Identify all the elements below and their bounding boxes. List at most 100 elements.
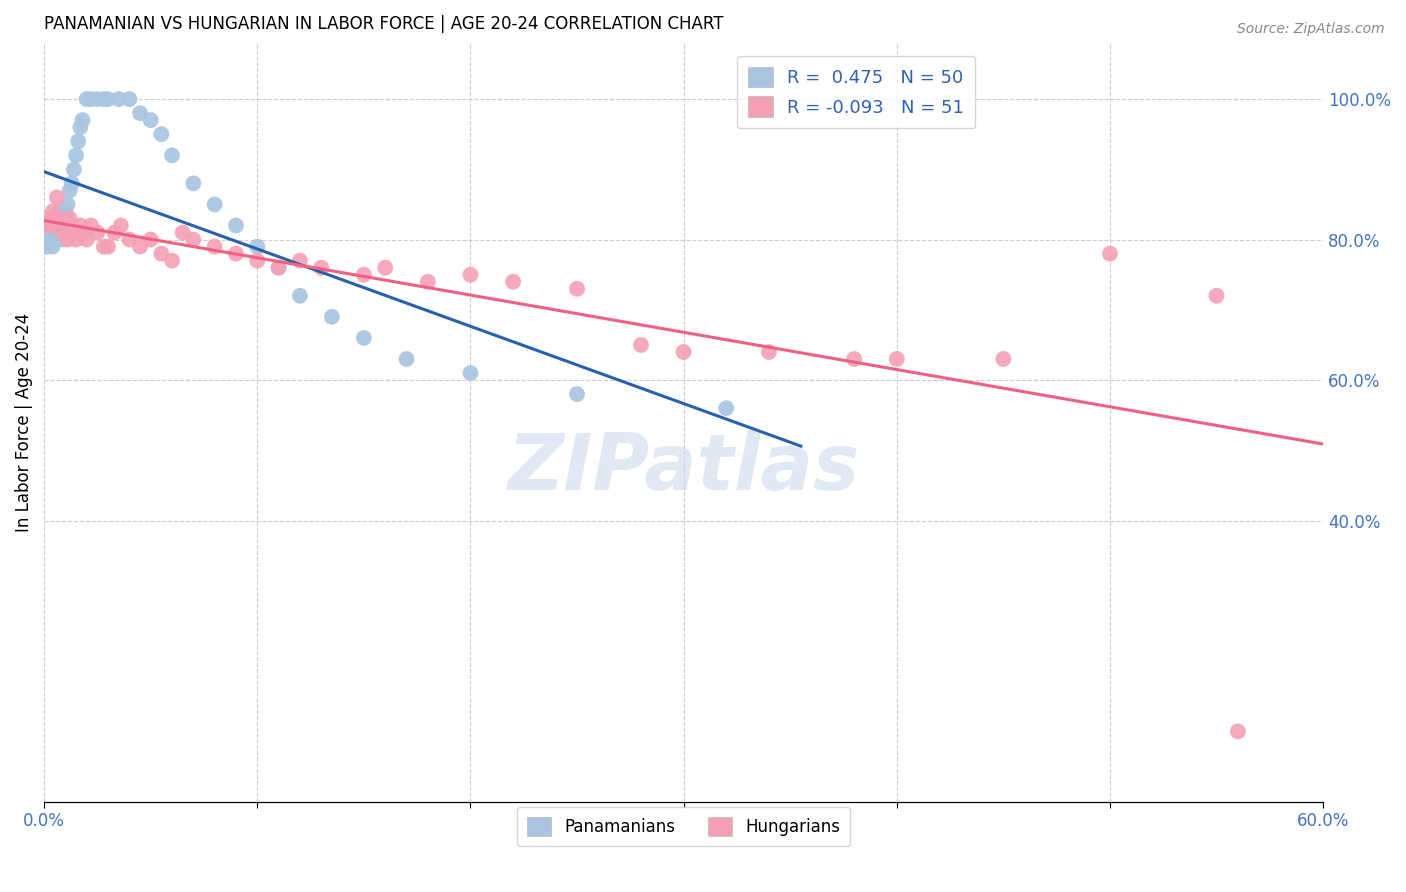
Point bbox=[1226, 724, 1249, 739]
Point bbox=[59, 183, 82, 197]
Point bbox=[48, 204, 70, 219]
Point bbox=[460, 366, 482, 380]
Point bbox=[160, 148, 183, 162]
Point bbox=[150, 246, 173, 260]
Point bbox=[56, 233, 79, 247]
Point bbox=[758, 345, 780, 359]
Point bbox=[65, 148, 87, 162]
Point bbox=[246, 253, 269, 268]
Point bbox=[48, 211, 70, 226]
Point bbox=[139, 233, 162, 247]
Point bbox=[41, 239, 63, 253]
Point bbox=[51, 219, 73, 233]
Point bbox=[55, 211, 77, 226]
Point bbox=[672, 345, 695, 359]
Point bbox=[93, 92, 115, 106]
Point bbox=[267, 260, 290, 275]
Point bbox=[41, 226, 63, 240]
Point bbox=[72, 113, 94, 128]
Point bbox=[288, 289, 311, 303]
Point bbox=[139, 113, 162, 128]
Point bbox=[37, 233, 59, 247]
Point bbox=[172, 226, 194, 240]
Point bbox=[844, 351, 866, 366]
Point bbox=[225, 219, 247, 233]
Point bbox=[716, 401, 738, 416]
Point bbox=[110, 219, 132, 233]
Point bbox=[565, 387, 588, 401]
Point bbox=[1098, 246, 1121, 260]
Point bbox=[353, 331, 375, 345]
Point bbox=[225, 246, 247, 260]
Point bbox=[65, 233, 87, 247]
Point bbox=[1205, 289, 1227, 303]
Point bbox=[97, 239, 120, 253]
Point bbox=[353, 268, 375, 282]
Point bbox=[93, 239, 115, 253]
Point bbox=[37, 219, 59, 233]
Point bbox=[460, 268, 482, 282]
Point bbox=[183, 177, 205, 191]
Point bbox=[80, 219, 103, 233]
Point bbox=[160, 253, 183, 268]
Point bbox=[59, 211, 82, 226]
Point bbox=[395, 351, 418, 366]
Point bbox=[67, 226, 90, 240]
Point bbox=[72, 226, 94, 240]
Point bbox=[309, 260, 332, 275]
Point bbox=[69, 120, 91, 135]
Point bbox=[60, 177, 83, 191]
Text: ZIPatlas: ZIPatlas bbox=[508, 430, 859, 506]
Point bbox=[86, 92, 108, 106]
Point bbox=[76, 233, 98, 247]
Point bbox=[39, 211, 62, 226]
Point bbox=[97, 92, 120, 106]
Point bbox=[44, 219, 66, 233]
Point bbox=[204, 239, 226, 253]
Point bbox=[39, 211, 62, 226]
Legend: Panamanians, Hungarians: Panamanians, Hungarians bbox=[517, 807, 851, 847]
Point bbox=[52, 211, 75, 226]
Point bbox=[150, 127, 173, 141]
Point bbox=[51, 219, 73, 233]
Point bbox=[69, 219, 91, 233]
Point bbox=[107, 92, 129, 106]
Point bbox=[52, 226, 75, 240]
Point bbox=[55, 204, 77, 219]
Point bbox=[630, 338, 652, 352]
Point bbox=[565, 282, 588, 296]
Point bbox=[288, 253, 311, 268]
Point bbox=[55, 219, 77, 233]
Point bbox=[35, 239, 58, 253]
Point bbox=[416, 275, 439, 289]
Point bbox=[118, 233, 141, 247]
Point bbox=[129, 106, 152, 120]
Point bbox=[39, 226, 62, 240]
Point bbox=[129, 239, 152, 253]
Point bbox=[993, 351, 1015, 366]
Point bbox=[886, 351, 908, 366]
Point bbox=[204, 197, 226, 211]
Point bbox=[51, 226, 73, 240]
Point bbox=[67, 134, 90, 148]
Point bbox=[41, 204, 63, 219]
Point bbox=[103, 226, 125, 240]
Point bbox=[321, 310, 343, 324]
Point bbox=[183, 233, 205, 247]
Point bbox=[63, 162, 86, 177]
Point bbox=[502, 275, 524, 289]
Point bbox=[44, 219, 66, 233]
Point bbox=[86, 226, 108, 240]
Point bbox=[60, 219, 83, 233]
Point bbox=[374, 260, 396, 275]
Point bbox=[44, 233, 66, 247]
Point bbox=[76, 92, 98, 106]
Point bbox=[45, 190, 67, 204]
Point bbox=[267, 260, 290, 275]
Point bbox=[48, 219, 70, 233]
Y-axis label: In Labor Force | Age 20-24: In Labor Force | Age 20-24 bbox=[15, 312, 32, 532]
Point bbox=[52, 233, 75, 247]
Point bbox=[56, 197, 79, 211]
Text: Source: ZipAtlas.com: Source: ZipAtlas.com bbox=[1237, 22, 1385, 37]
Point bbox=[80, 92, 103, 106]
